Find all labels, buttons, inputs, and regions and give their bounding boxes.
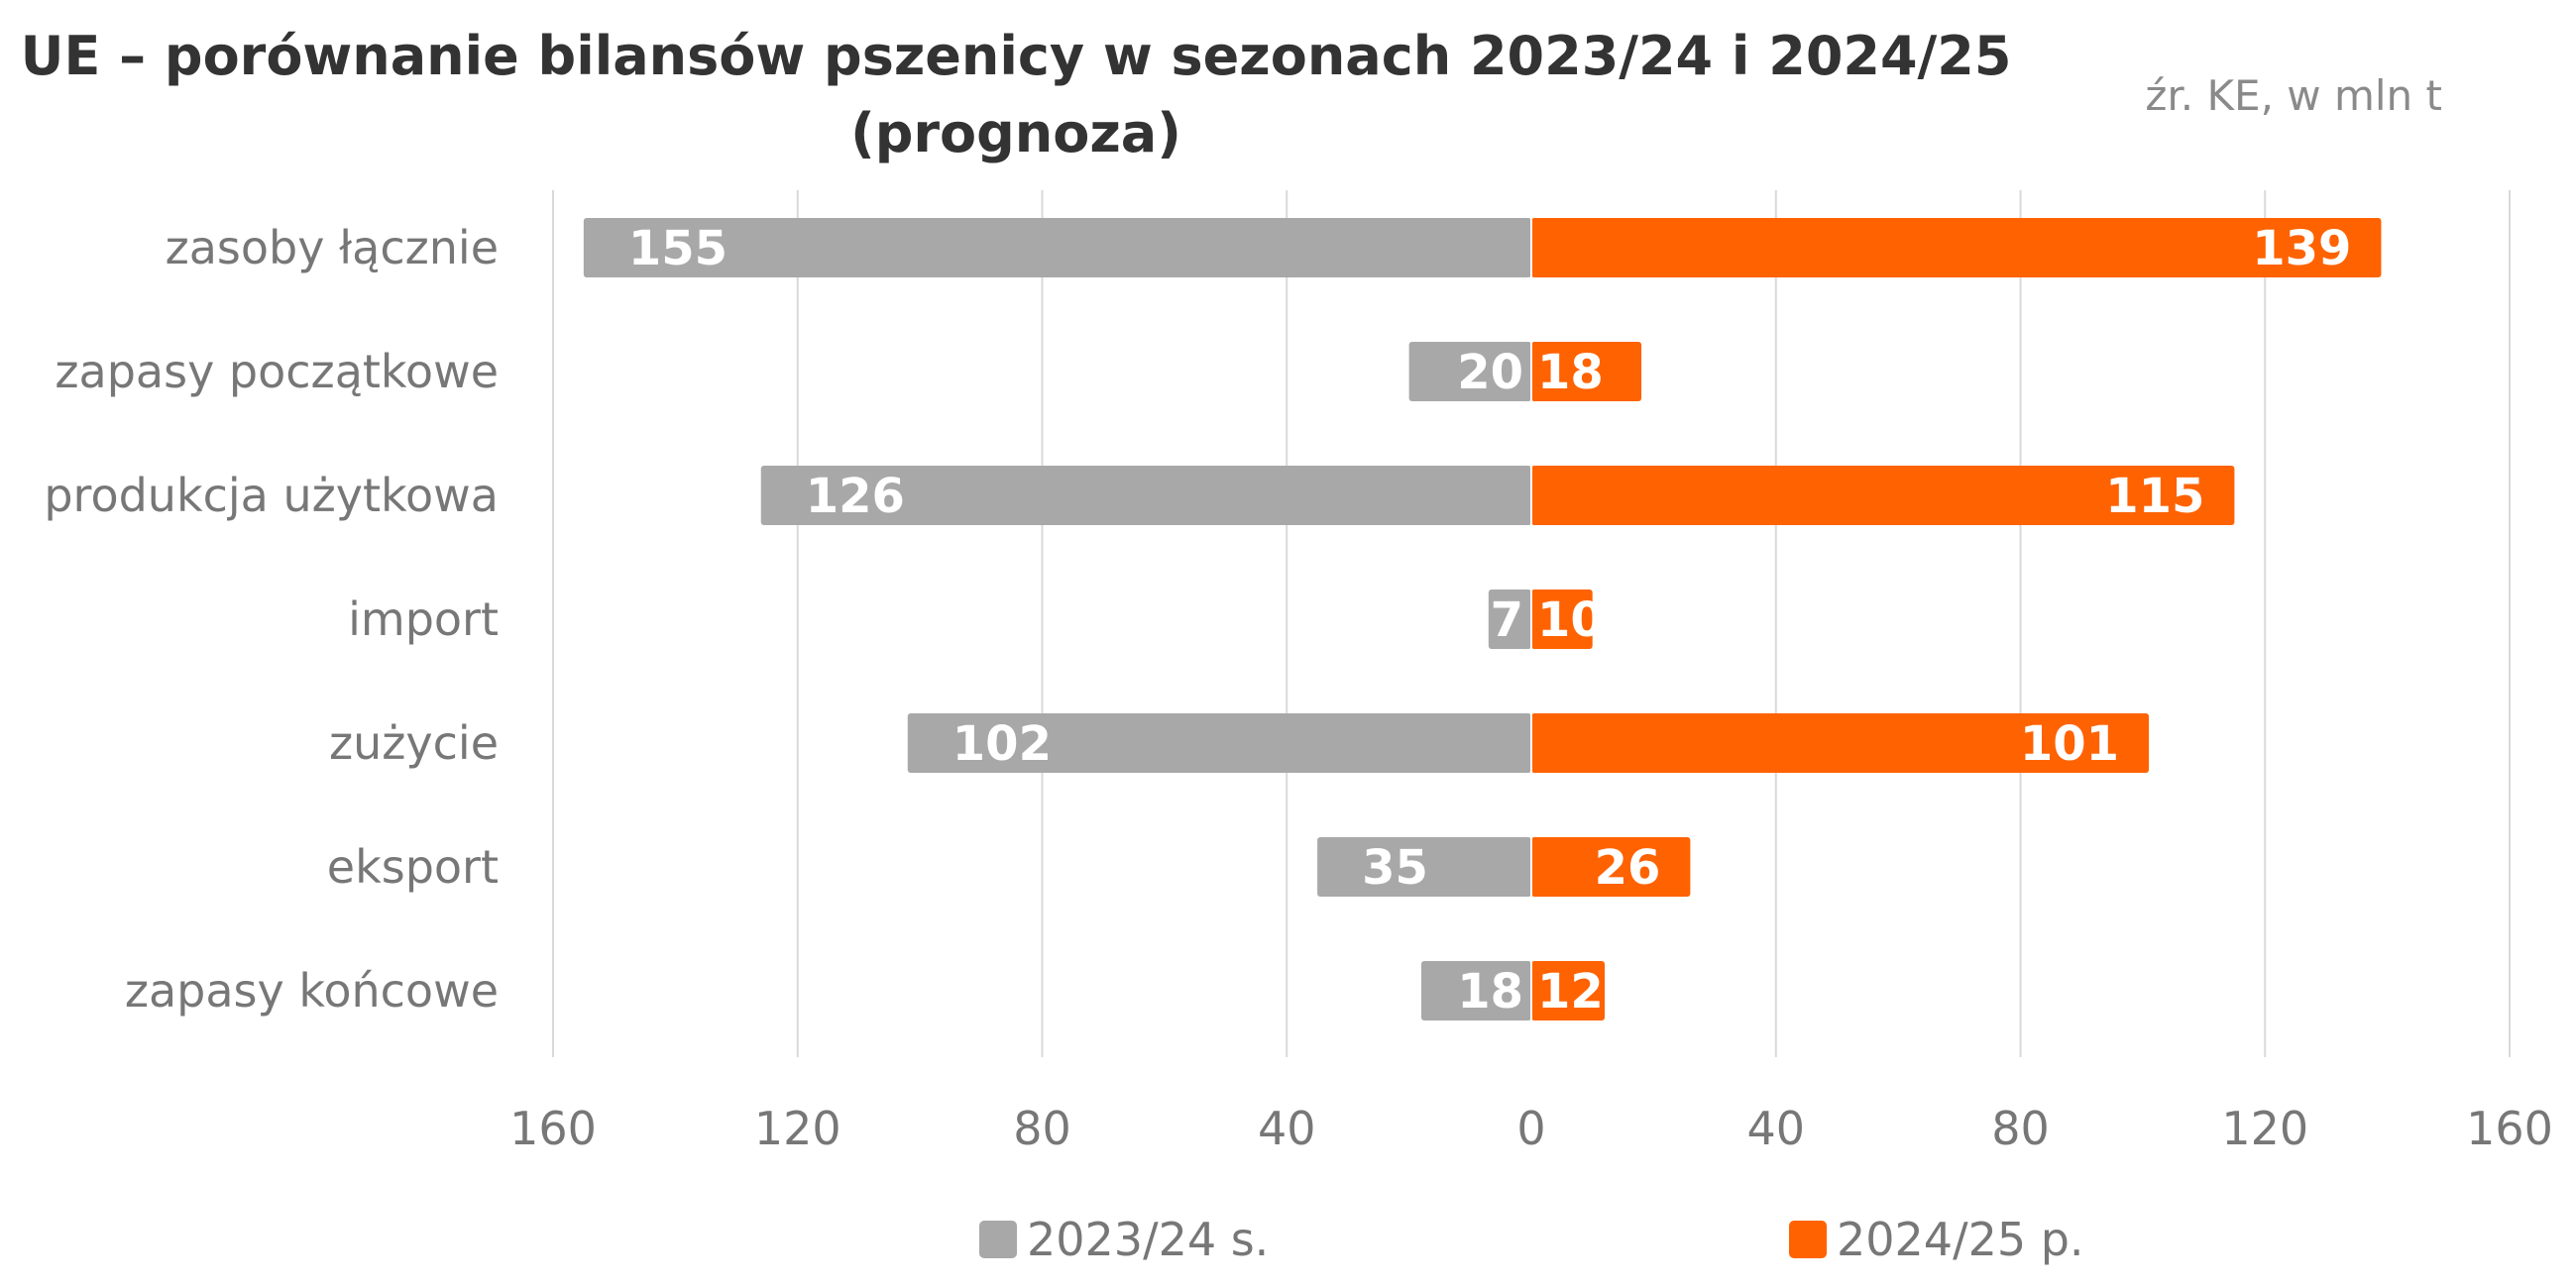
bar-2023-24 (1488, 590, 1531, 649)
x-tick-label: 160 (2466, 1102, 2553, 1155)
x-tick-label: 40 (1746, 1102, 1805, 1155)
source-note: źr. KE, w mln t (2145, 71, 2442, 120)
bar-2023-24 (760, 466, 1531, 525)
bar-2024-25 (1531, 466, 2235, 525)
x-tick-label: 120 (2221, 1102, 2308, 1155)
legend-label: 2024/25 p. (1837, 1213, 2084, 1266)
category-label: eksport (327, 840, 499, 894)
data-label: 35 (1362, 840, 1428, 896)
bar-2024-25 (1531, 218, 2382, 277)
chart-title: UE – porównanie bilansów pszenicy w sezo… (0, 18, 2032, 172)
data-label: 126 (806, 469, 905, 524)
category-label: zużycie (329, 716, 499, 770)
x-tick-label: 40 (1258, 1102, 1316, 1155)
legend-swatch (979, 1221, 1017, 1258)
data-label: 18 (1537, 345, 1604, 400)
legend-swatch (1789, 1221, 1827, 1258)
bar-2024-25 (1531, 961, 1606, 1020)
data-label: 10 (1537, 592, 1604, 648)
data-label: 115 (2105, 469, 2204, 524)
bar-2024-25 (1531, 590, 1593, 649)
category-label: zapasy końcowe (125, 964, 499, 1018)
x-tick-label: 80 (1013, 1102, 1071, 1155)
bar-2024-25 (1531, 713, 2150, 773)
x-tick-label: 80 (1991, 1102, 2050, 1155)
x-tick-label: 160 (509, 1102, 597, 1155)
bar-2023-24 (1420, 961, 1531, 1020)
category-label: zapasy początkowe (55, 345, 499, 398)
data-label: 12 (1537, 964, 1604, 1020)
bar-2023-24 (907, 713, 1531, 773)
data-label: 102 (952, 716, 1052, 772)
data-label: 26 (1595, 840, 1661, 896)
x-tick-label: 0 (1516, 1102, 1545, 1155)
bar-2023-24 (1317, 837, 1531, 897)
data-label: 155 (628, 221, 728, 276)
data-label: 139 (2252, 221, 2351, 276)
x-tick-label: 120 (754, 1102, 841, 1155)
chart-title-line2: (prognoza) (850, 102, 1181, 164)
bar-2023-24 (583, 218, 1531, 277)
chart-title-line1: UE – porównanie bilansów pszenicy w sezo… (20, 25, 2012, 87)
data-label: 101 (2020, 716, 2119, 772)
bar-2023-24 (1408, 342, 1531, 401)
legend-label: 2023/24 s. (1027, 1213, 1269, 1266)
category-label: zasoby łącznie (166, 221, 499, 274)
category-label: produkcja użytkowa (44, 469, 499, 522)
data-label: 20 (1457, 345, 1523, 400)
data-label: 7 (1491, 592, 1523, 648)
data-label: 18 (1457, 964, 1523, 1020)
category-label: import (348, 592, 499, 646)
bar-2024-25 (1531, 342, 1642, 401)
bar-2024-25 (1531, 837, 1691, 897)
